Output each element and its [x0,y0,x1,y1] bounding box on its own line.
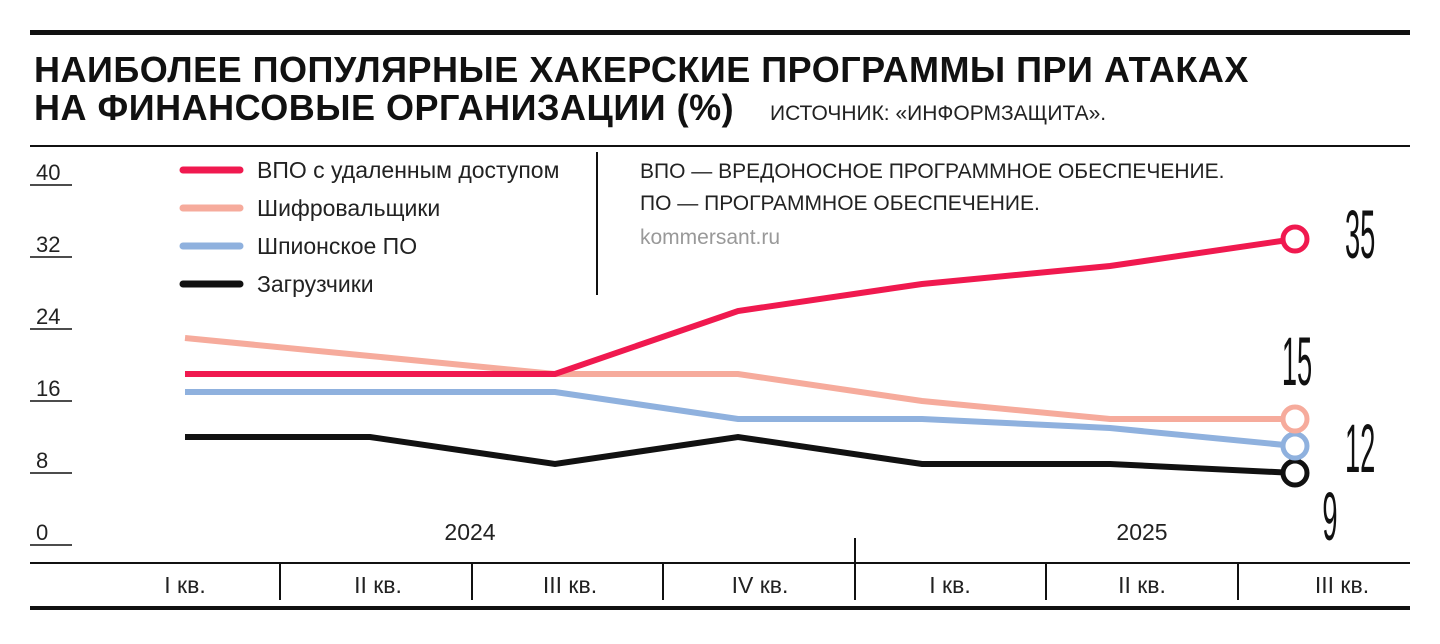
legend-label: ВПО с удаленным доступом [257,157,559,183]
y-tick-label: 0 [36,520,48,545]
end-value-label: 35 [1345,198,1375,274]
x-tick-label: I кв. [929,572,970,598]
y-tick-label: 8 [36,448,48,473]
series-line [185,433,1296,476]
x-tick-label: III кв. [543,572,597,598]
end-point-marker [1280,224,1310,254]
title-line-2: НА ФИНАНСОВЫЕ ОРГАНИЗАЦИИ (%) [34,87,734,128]
header-divider [30,145,1410,147]
end-value-label: 15 [1282,325,1312,401]
legend-label: Загрузчики [257,271,374,297]
legend-label: Шпионское ПО [257,233,417,259]
x-tick-label: II кв. [1118,572,1166,598]
legend: ВПО с удаленным доступом Шифровальщики Шпи… [179,157,559,297]
end-point-marker [1280,431,1310,461]
end-point-marker [1280,404,1310,434]
end-value-label: 9 [1322,480,1337,556]
series-line [185,389,1296,449]
y-tick-label: 32 [36,232,60,257]
end-value-label: 12 [1345,412,1375,488]
site-label: kommersant.ru [640,226,780,249]
year-label-2025: 2025 [1116,519,1167,545]
x-axis-line [30,562,1410,564]
y-tick-label: 16 [36,376,60,401]
x-tick-label: III кв. [1315,572,1369,598]
legend-label: Шифровальщики [257,195,440,221]
series-lines: 35 15 129 [184,198,1375,556]
bottom-rule [30,606,1410,610]
series-line [184,335,1295,422]
y-tick-label: 24 [36,304,60,329]
end-point-marker [1280,458,1310,488]
y-axis: 0 8 16 24 32 40 [30,160,72,546]
title-line-1: НАИБОЛЕЕ ПОПУЛЯРНЫЕ ХАКЕРСКИЕ ПРОГРАММЫ … [34,49,1249,90]
x-tick-label: I кв. [164,572,205,598]
x-axis: I кв. II кв. III кв. IV кв. I кв. II кв. III к… [164,564,1369,600]
source: ИСТОЧНИК: «ИНФОРМЗАЩИТА». [770,102,1106,125]
series-line [185,236,1296,377]
y-tick-label: 40 [36,160,60,185]
year-label-2024: 2024 [444,519,495,545]
x-tick-label: IV кв. [732,572,789,598]
note-2: ПО — ПРОГРАММНОЕ ОБЕСПЕЧЕНИЕ. [640,192,1040,215]
top-rule [30,30,1410,35]
note-1: ВПО — ВРЕДОНОСНОЕ ПРОГРАММНОЕ ОБЕСПЕЧЕНИ… [640,160,1224,183]
x-tick-label: II кв. [354,572,402,598]
